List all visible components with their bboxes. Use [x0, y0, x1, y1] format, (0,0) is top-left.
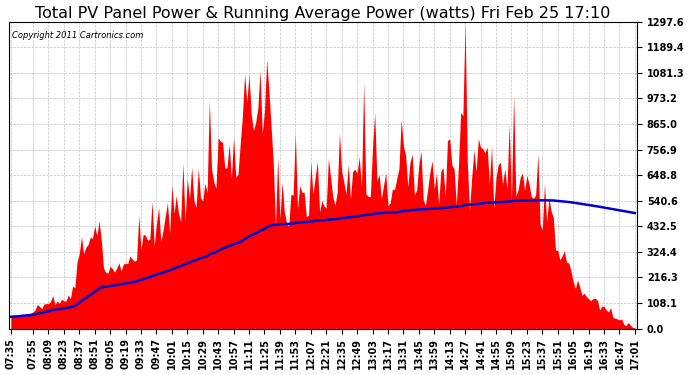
Text: Copyright 2011 Cartronics.com: Copyright 2011 Cartronics.com [12, 31, 144, 40]
Title: Total PV Panel Power & Running Average Power (watts) Fri Feb 25 17:10: Total PV Panel Power & Running Average P… [35, 6, 611, 21]
